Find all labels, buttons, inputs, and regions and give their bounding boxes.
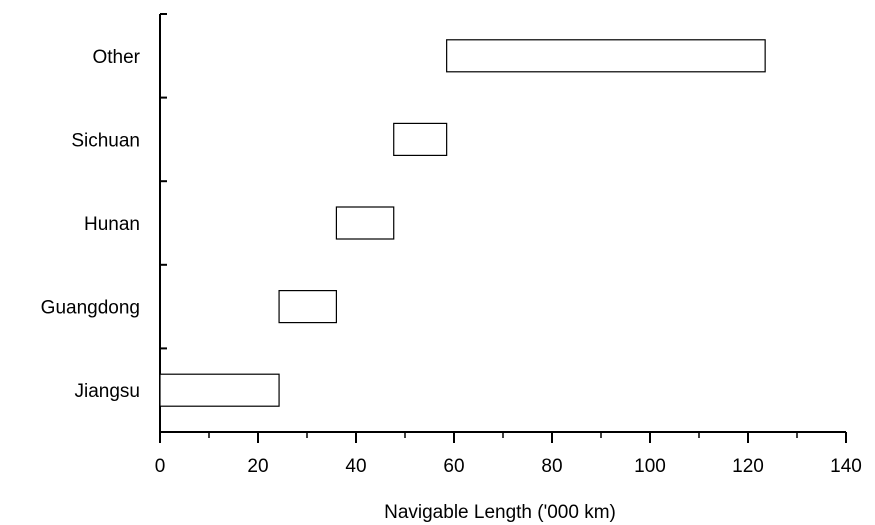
- category-label: Sichuan: [71, 130, 140, 151]
- bar-sichuan: [393, 122, 448, 157]
- category-label: Other: [92, 47, 140, 68]
- x-tick-label: 80: [541, 456, 562, 477]
- x-tick-label: 20: [247, 456, 268, 477]
- x-tick-label: 60: [443, 456, 464, 477]
- x-tick-label: 0: [155, 456, 166, 477]
- bar-other: [446, 39, 766, 73]
- category-label: Jiangsu: [75, 381, 141, 402]
- axes: [159, 13, 847, 443]
- x-axis-title: Navigable Length ('000 km): [384, 502, 616, 523]
- x-tick-label: 40: [345, 456, 366, 477]
- category-label: Guangdong: [41, 298, 140, 319]
- bar-hunan: [335, 206, 395, 240]
- bar-guangdong: [278, 290, 338, 324]
- labels: 0 20 40 60 80 100 120 140 Jiangsu Guangdong Hunan S…: [41, 47, 862, 477]
- category-label: Hunan: [84, 214, 140, 235]
- x-tick-label: 100: [634, 456, 666, 477]
- bars: [159, 39, 766, 407]
- x-tick-label: 120: [732, 456, 764, 477]
- bar-jiangsu: [159, 373, 280, 407]
- x-tick-label: 140: [830, 456, 862, 477]
